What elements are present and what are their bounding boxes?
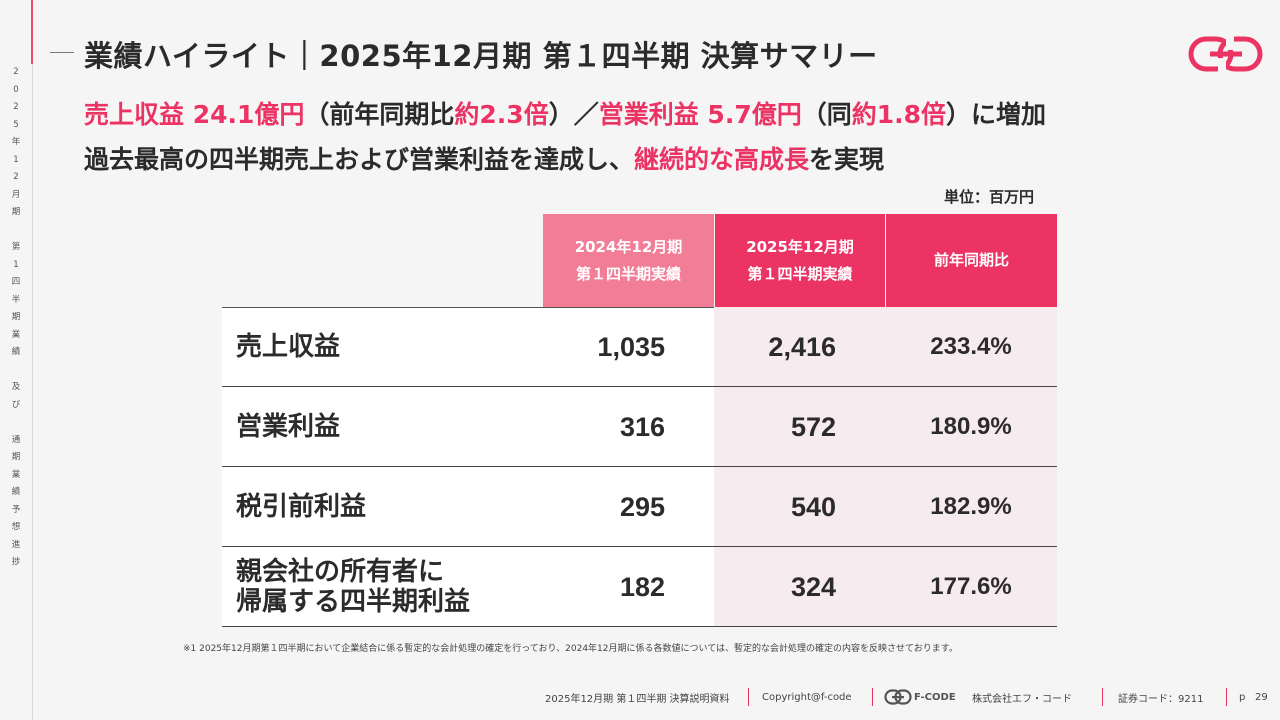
sidebar-accent xyxy=(31,0,33,64)
footnote: ※1 2025年12月期第１四半期において企業結合に係る暫定的な会計処理の確定を… xyxy=(183,644,958,654)
cell-ratio: 233.4% xyxy=(930,333,1012,360)
f-code-logo-icon xyxy=(1188,36,1263,72)
headline-growth-highlight: 継続的な高成長 xyxy=(634,145,810,174)
table-row: 売上収益 1,035 2,416 233.4% xyxy=(222,307,1057,387)
cell-curr: 540 xyxy=(790,491,836,522)
sidebar-char: び xyxy=(11,399,21,410)
headline-text: ）／ xyxy=(548,100,599,129)
sidebar-char: 想 xyxy=(11,522,21,532)
footer-company: 株式会社エフ・コード xyxy=(972,693,1072,705)
sidebar-char: 進 xyxy=(11,539,21,550)
footer-divider xyxy=(1226,688,1227,706)
sidebar-char: 業 xyxy=(11,469,21,480)
cell-curr: 2,416 xyxy=(768,331,836,362)
headline-text: （同 xyxy=(801,100,852,129)
cell-ratio: 177.6% xyxy=(930,573,1012,600)
sidebar-char: 通 xyxy=(11,434,21,445)
sidebar-char xyxy=(10,362,22,380)
table-row: 税引前利益 295 540 182.9% xyxy=(222,467,1057,547)
cell-ratio: 182.9% xyxy=(930,493,1012,520)
sidebar-char: 1 xyxy=(13,259,19,270)
headline-revenue: 売上収益 24.1億円 xyxy=(84,100,305,129)
sidebar xyxy=(0,0,33,720)
title-dash xyxy=(50,52,74,53)
cell-curr: 572 xyxy=(790,411,836,442)
table-row: 親会社の所有者に 帰属する四半期利益 182 324 177.6% xyxy=(222,547,1057,627)
sidebar-char xyxy=(10,222,22,240)
sidebar-char: 予 xyxy=(11,504,21,515)
sidebar-char: 2 xyxy=(13,102,19,112)
header-line: 第１四半期実績 xyxy=(575,264,681,283)
cell-prev: 295 xyxy=(619,491,665,522)
headline-operating-profit: 営業利益 5.7億円 xyxy=(598,100,802,129)
page-title: 業績ハイライト｜2025年12月期 第１四半期 決算サマリー xyxy=(84,39,878,73)
row-label-line: 親会社の所有者に xyxy=(236,557,445,587)
header-line: 第１四半期実績 xyxy=(747,264,853,283)
sidebar-char: 1 xyxy=(13,154,19,165)
row-label-line: 帰属する四半期利益 xyxy=(236,587,471,617)
footer-copyright: Copyright@f-code xyxy=(762,691,852,703)
headline-text: ）に増加 xyxy=(946,100,1047,129)
footer-page-number: 29 xyxy=(1255,691,1268,703)
sidebar-char: 年 xyxy=(11,137,21,147)
headline-text: 過去最高の四半期売上および営業利益を達成し、 xyxy=(84,145,635,174)
headline-results: 売上収益 24.1億円（前年同期比約2.3倍）／営業利益 5.7億円（同約1.8… xyxy=(84,95,1046,131)
headline-text: （前年同期比 xyxy=(304,100,455,129)
header-line: 2025年12月期 xyxy=(746,237,854,256)
sidebar-char: 及 xyxy=(11,382,21,392)
headline-text: を実現 xyxy=(809,145,885,174)
sidebar-char: 2 xyxy=(13,67,19,77)
highlight-column-bg xyxy=(714,307,1057,627)
sidebar-char: 期 xyxy=(11,207,21,217)
column-header-yoy: 前年同期比 xyxy=(885,214,1057,307)
row-label: 売上収益 xyxy=(236,332,341,362)
footer-divider xyxy=(748,688,749,706)
unit-label: 単位：百万円 xyxy=(944,188,1035,206)
row-label: 税引前利益 xyxy=(236,492,367,522)
sidebar-char: 期 xyxy=(11,452,21,462)
sidebar-char: 月 xyxy=(11,189,21,200)
headline-growth: 過去最高の四半期売上および営業利益を達成し、継続的な高成長を実現 xyxy=(84,140,884,176)
sidebar-char: 績 xyxy=(11,347,21,357)
footer-page-prefix: p xyxy=(1239,691,1246,703)
header-line: 前年同期比 xyxy=(933,251,1009,269)
cell-curr: 324 xyxy=(790,571,836,602)
sidebar-char: 捗 xyxy=(11,557,21,567)
headline-revenue-multiple: 約2.3倍 xyxy=(454,100,549,129)
header-line: 2024年12月期 xyxy=(574,237,683,256)
footer-brand: F-CODE xyxy=(914,691,956,703)
footer-doc-title: 2025年12月期 第１四半期 決算説明資料 xyxy=(545,693,730,705)
column-header-prev-year: 2024年12月期 第１四半期実績 xyxy=(543,214,714,307)
sidebar-char: 2 xyxy=(13,172,19,182)
sidebar-char xyxy=(10,414,22,432)
row-label: 営業利益 xyxy=(236,412,341,442)
column-header-curr-year: 2025年12月期 第１四半期実績 xyxy=(714,214,885,307)
sidebar-char: 第 xyxy=(11,242,21,252)
table-row: 営業利益 316 572 180.9% xyxy=(222,387,1057,467)
cell-prev: 1,035 xyxy=(597,331,665,362)
footer-divider xyxy=(1102,688,1103,706)
cell-prev: 316 xyxy=(619,411,665,442)
sidebar-char: 0 xyxy=(13,84,19,95)
footer-stock-code: 証券コード：9211 xyxy=(1118,693,1204,705)
sidebar-char: 績 xyxy=(11,487,21,497)
sidebar-char: 期 xyxy=(11,312,21,322)
cell-prev: 182 xyxy=(619,571,665,602)
footer-logo-icon xyxy=(884,689,912,705)
cell-ratio: 180.9% xyxy=(930,413,1012,440)
sidebar-char: 業 xyxy=(11,329,21,340)
sidebar-char: 5 xyxy=(13,119,19,130)
row-label: 親会社の所有者に 帰属する四半期利益 xyxy=(236,547,470,627)
sidebar-char: 四 xyxy=(11,277,21,287)
footer-divider xyxy=(872,688,873,706)
sidebar-char: 半 xyxy=(11,294,21,305)
headline-op-multiple: 約1.8倍 xyxy=(851,100,947,129)
